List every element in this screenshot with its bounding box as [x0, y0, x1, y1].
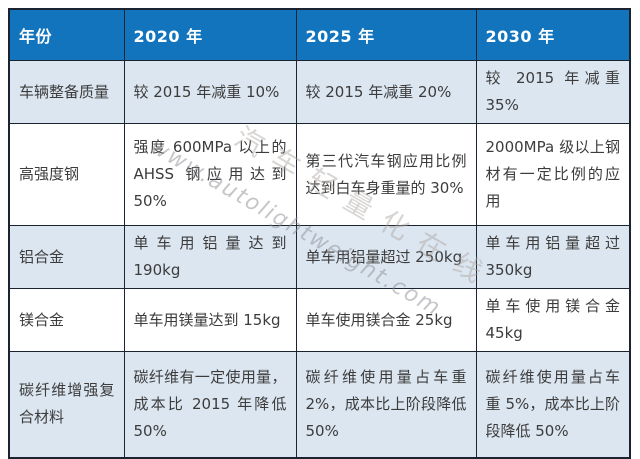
- header-row: 年份 2020 年 2025 年 2030 年: [8, 8, 631, 61]
- row-label: 高强度钢: [8, 123, 125, 226]
- table-cell: 碳纤维有一定使用量，成本比 2015 年降低 50%: [123, 351, 297, 458]
- table-cell: 较 2015 年减重 10%: [123, 60, 297, 124]
- table-cell: 碳纤维使用量占车重 5%，成本比上阶段降低 50%: [475, 351, 631, 458]
- row-label: 车辆整备质量: [8, 60, 125, 124]
- table-cell: 单车使用镁合金 45kg: [475, 288, 631, 352]
- table-row-curb-weight: 车辆整备质量 较 2015 年减重 10% 较 2015 年减重 20% 较 2…: [8, 60, 631, 124]
- table-cell: 单车用铝量超过 250kg: [295, 225, 477, 289]
- row-label: 碳纤维增强复合材料: [8, 351, 125, 458]
- column-header-2025: 2025 年: [295, 8, 477, 61]
- lightweight-targets-table: 年份 2020 年 2025 年 2030 年 车辆整备质量 较 2015 年减…: [8, 8, 631, 459]
- table-cell: 单车用铝量超过 350kg: [475, 225, 631, 289]
- table-row-high-strength-steel: 高强度钢 强度 600MPa 以上的 AHSS 钢应用达到 50% 第三代汽车钢…: [8, 123, 631, 226]
- table-row-aluminum-alloy: 铝合金 单车用铝量达到 190kg 单车用铝量超过 250kg 单车用铝量超过 …: [8, 225, 631, 289]
- table-cell: 第三代汽车钢应用比例达到白车身重量的 30%: [295, 123, 477, 226]
- column-header-year: 年份: [8, 8, 125, 61]
- table-container: 年份 2020 年 2025 年 2030 年 车辆整备质量 较 2015 年减…: [8, 8, 631, 459]
- column-header-2020: 2020 年: [123, 8, 297, 61]
- table-cell: 2000MPa 级以上钢材有一定比例的应用: [475, 123, 631, 226]
- column-header-2030: 2030 年: [475, 8, 631, 61]
- table-cell: 单车用镁量达到 15kg: [123, 288, 297, 352]
- table-cell: 强度 600MPa 以上的 AHSS 钢应用达到 50%: [123, 123, 297, 226]
- table-cell: 单车用铝量达到 190kg: [123, 225, 297, 289]
- table-cell: 碳纤维使用量占车重 2%，成本比上阶段降低 50%: [295, 351, 477, 458]
- table-row-magnesium-alloy: 镁合金 单车用镁量达到 15kg 单车使用镁合金 25kg 单车使用镁合金 45…: [8, 288, 631, 352]
- table-row-carbon-fiber-composite: 碳纤维增强复合材料 碳纤维有一定使用量，成本比 2015 年降低 50% 碳纤维…: [8, 351, 631, 458]
- table-cell: 较 2015 年减重 20%: [295, 60, 477, 124]
- table-cell: 较 2015 年减重 35%: [475, 60, 631, 124]
- row-label: 铝合金: [8, 225, 125, 289]
- table-cell: 单车使用镁合金 25kg: [295, 288, 477, 352]
- row-label: 镁合金: [8, 288, 125, 352]
